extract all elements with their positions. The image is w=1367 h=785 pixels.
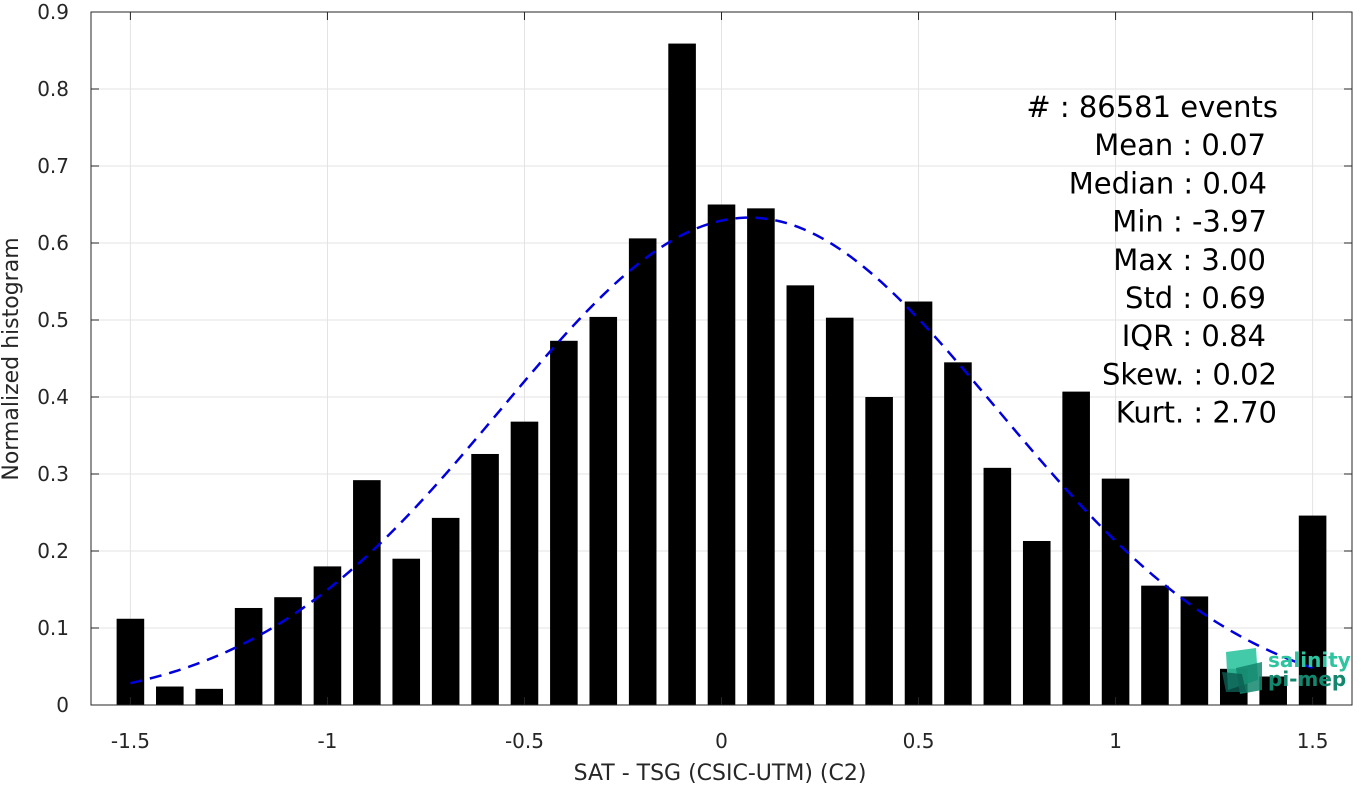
stats-line: Median : 0.04	[1069, 166, 1267, 200]
histogram-bar	[156, 686, 184, 705]
histogram-bar	[313, 566, 342, 705]
histogram-bar	[274, 597, 302, 705]
y-tick-label: 0.4	[37, 385, 69, 409]
histogram-bar	[668, 43, 696, 705]
histogram-bar	[944, 362, 972, 705]
histogram-bar	[589, 316, 618, 705]
histogram-bar	[983, 467, 1012, 705]
histogram-bar	[353, 480, 381, 705]
stats-line: IQR : 0.84	[1122, 319, 1266, 353]
histogram-bar	[234, 607, 263, 705]
axes-frame	[90, 11, 1353, 706]
stats-line: Min : -3.97	[1112, 205, 1267, 239]
x-tick-label: 0.5	[903, 729, 935, 753]
y-tick-label: 0.8	[37, 77, 69, 101]
y-tick-label: 0.7	[37, 154, 69, 178]
histogram-bar	[786, 285, 815, 705]
y-tick-label: 0	[56, 693, 69, 717]
histogram-bar	[510, 421, 539, 705]
y-tick-label: 0.3	[37, 462, 69, 486]
x-axis-label: SAT - TSG (CSIC-UTM) (C2)	[574, 761, 867, 785]
statistics-annotation: # : 86581 events Mean : 0.07 Median : 0.04…	[1026, 90, 1278, 430]
y-tick-label: 0.2	[37, 539, 69, 563]
x-tick-label: 0	[715, 729, 728, 753]
histogram-bar	[628, 238, 657, 705]
logo-line-2: pi-mep	[1268, 667, 1346, 691]
y-tick-label: 0.5	[37, 308, 69, 332]
y-axis-label: Normalized histogram	[0, 237, 24, 480]
histogram-bar	[825, 317, 854, 705]
y-tick-labels: 0 0.1 0.2 0.3 0.4 0.5 0.6 0.7 0.8 0.9	[37, 0, 69, 717]
y-tick-label: 0.1	[37, 616, 69, 640]
logo-mark-icon	[1222, 648, 1262, 694]
x-tick-labels: -1.5 -1 -0.5 0 0.5 1 1.5	[111, 729, 1329, 753]
histogram-bar	[1141, 585, 1169, 705]
histogram-bar	[1298, 515, 1327, 705]
stats-line: Skew. : 0.02	[1102, 357, 1277, 391]
stats-line: Mean : 0.07	[1094, 128, 1266, 162]
histogram-bar	[1259, 676, 1287, 705]
x-tick-label: -1.5	[111, 729, 150, 753]
histogram-bar	[707, 204, 736, 705]
salinity-pi-mep-logo: salinity pi-mep	[1222, 648, 1351, 694]
histogram-bar	[195, 688, 224, 705]
x-tick-label: -1	[317, 729, 337, 753]
normal-fit-curve	[130, 216, 1313, 685]
y-tick-label: 0.9	[37, 0, 69, 24]
histogram-bar	[431, 517, 460, 705]
histogram-bar	[1062, 391, 1090, 705]
x-tick-label: -0.5	[505, 729, 544, 753]
logo-line-1: salinity	[1268, 648, 1351, 672]
bars	[116, 43, 1327, 705]
histogram-bar	[1022, 540, 1051, 705]
x-tick-label: 1	[1109, 729, 1122, 753]
histogram-bar	[550, 340, 578, 705]
stats-line: Max : 3.00	[1113, 243, 1266, 277]
histogram-bar	[747, 208, 775, 705]
stats-line: Std : 0.69	[1125, 281, 1266, 315]
histogram-bar	[865, 397, 893, 705]
stats-line: # : 86581 events	[1026, 90, 1278, 124]
stats-line: Kurt. : 2.70	[1116, 396, 1277, 430]
histogram-bar	[392, 558, 421, 705]
histogram-bar	[904, 301, 933, 705]
histogram-bar	[471, 453, 499, 705]
x-tick-label: 1.5	[1297, 729, 1329, 753]
histogram-bar	[116, 618, 145, 705]
y-tick-label: 0.6	[37, 231, 69, 255]
histogram-bar	[1101, 478, 1130, 705]
